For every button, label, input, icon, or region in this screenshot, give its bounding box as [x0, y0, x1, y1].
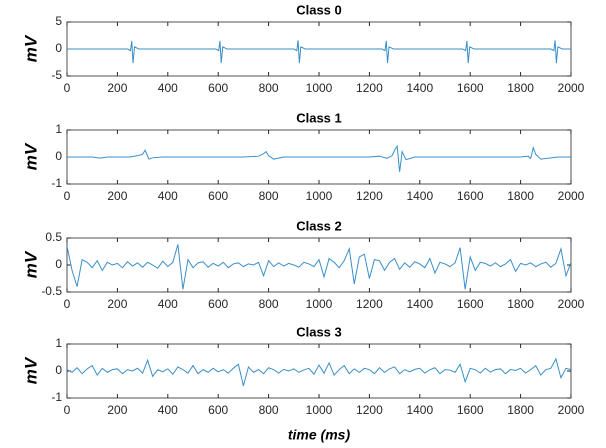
- x-tick-label: 1200: [356, 189, 383, 203]
- x-tick-label: 600: [208, 297, 228, 311]
- signal-line: [67, 40, 571, 64]
- x-tick-label: 1000: [306, 403, 333, 417]
- x-tick-label: 0: [64, 189, 71, 203]
- y-axis-label: mV: [21, 34, 40, 62]
- x-tick-label: 800: [259, 403, 279, 417]
- x-tick-label: 600: [208, 81, 228, 95]
- x-tick-label: 400: [158, 189, 178, 203]
- x-tick-label: 200: [107, 297, 127, 311]
- y-tick-label: 5: [55, 14, 62, 28]
- x-tick-label: 200: [107, 403, 127, 417]
- x-tick-label: 1800: [507, 189, 534, 203]
- x-tick-label: 800: [259, 297, 279, 311]
- subplot-title: Class 2: [296, 218, 342, 233]
- x-tick-label: 2000: [558, 81, 585, 95]
- subplot-title: Class 3: [296, 324, 342, 339]
- y-axis-label: mV: [21, 356, 40, 384]
- axes-box: [66, 237, 572, 293]
- x-tick-label: 1800: [507, 81, 534, 95]
- x-tick-label: 1200: [356, 81, 383, 95]
- x-tick-label: 1600: [457, 297, 484, 311]
- x-tick-label: 2000: [558, 189, 585, 203]
- x-tick-label: 1400: [406, 297, 433, 311]
- x-tick-label: 1200: [356, 403, 383, 417]
- x-tick-label: 1200: [356, 297, 383, 311]
- subplot-title: Class 0: [296, 2, 342, 17]
- x-tick-label: 200: [107, 189, 127, 203]
- x-tick-label: 1000: [306, 81, 333, 95]
- signal-line: [67, 144, 571, 172]
- axes-box: [66, 343, 572, 399]
- x-tick-label: 400: [158, 403, 178, 417]
- y-tick-label: 0: [55, 41, 62, 55]
- x-tick-label: 200: [107, 81, 127, 95]
- x-tick-label: 1400: [406, 189, 433, 203]
- x-tick-label: 0: [64, 81, 71, 95]
- x-tick-label: 400: [158, 297, 178, 311]
- x-tick-label: 2000: [558, 403, 585, 417]
- y-tick-label: 0: [55, 149, 62, 163]
- x-tick-label: 1600: [457, 403, 484, 417]
- x-tick-label: 1600: [457, 189, 484, 203]
- x-axis-label: time (ms): [288, 427, 351, 443]
- x-tick-label: 0: [64, 297, 71, 311]
- y-tick-label: 0: [55, 363, 62, 377]
- y-tick-label: 0: [55, 257, 62, 271]
- x-tick-label: 1600: [457, 81, 484, 95]
- y-tick-label: 0.5: [45, 230, 62, 244]
- x-tick-label: 0: [64, 403, 71, 417]
- y-tick-label: -1: [51, 390, 62, 404]
- y-axis-label: mV: [21, 142, 40, 170]
- y-tick-label: 1: [55, 336, 62, 350]
- x-tick-label: 1000: [306, 189, 333, 203]
- x-tick-label: 600: [208, 189, 228, 203]
- y-tick-label: -5: [51, 68, 62, 82]
- y-tick-label: -0.5: [41, 284, 62, 298]
- signal-line: [66, 357, 572, 386]
- x-tick-label: 1800: [507, 403, 534, 417]
- x-tick-label: 600: [208, 403, 228, 417]
- subplot-title: Class 1: [296, 110, 342, 125]
- x-tick-label: 1400: [406, 81, 433, 95]
- x-tick-label: 800: [259, 81, 279, 95]
- x-tick-label: 1800: [507, 297, 534, 311]
- signal-line: [66, 244, 572, 290]
- x-tick-label: 800: [259, 189, 279, 203]
- x-tick-label: 2000: [558, 297, 585, 311]
- x-tick-label: 1400: [406, 403, 433, 417]
- x-tick-label: 1000: [306, 297, 333, 311]
- y-tick-label: 1: [55, 122, 62, 136]
- y-axis-label: mV: [21, 250, 40, 278]
- x-tick-label: 400: [158, 81, 178, 95]
- y-tick-label: -1: [51, 176, 62, 190]
